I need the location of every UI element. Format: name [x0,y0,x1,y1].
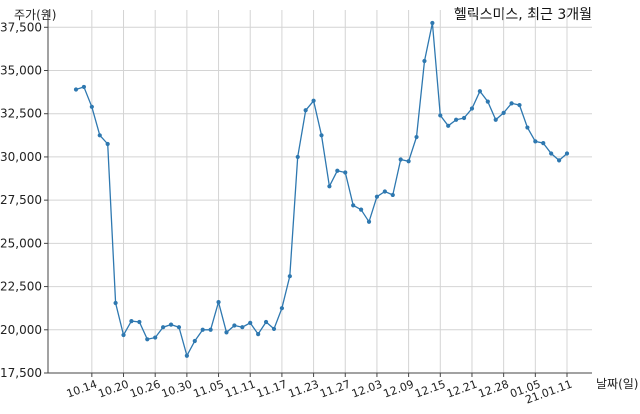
x-tick-label: 12.28 [477,378,511,401]
data-point [256,332,261,337]
x-tick-label: 11.05 [192,378,226,401]
data-point [271,326,277,332]
x-tick-label: 10.26 [128,378,162,401]
data-point [366,219,372,224]
data-point [461,115,467,121]
data-point [438,113,443,118]
y-tick-label: 17,500 [0,366,42,380]
data-point [533,139,538,144]
y-tick-label: 27,500 [0,193,42,207]
data-point [374,194,380,199]
data-point [279,306,285,311]
data-point [161,325,166,330]
x-tick-label: 11.23 [287,378,321,401]
data-point [232,323,237,328]
data-point [81,84,87,90]
data-point [501,110,506,115]
x-tick-label: 11.17 [255,378,289,401]
data-point [113,300,118,306]
data-point [541,141,546,146]
series-line [75,22,568,358]
data-point [137,319,142,325]
y-tick-label: 30,000 [0,150,42,164]
x-tick-label: 12.03 [350,378,384,401]
y-tick-label: 20,000 [0,323,42,337]
y-tick-label: 35,000 [0,64,42,78]
x-tick-label: 12.09 [382,378,416,401]
data-point [287,274,292,279]
data-point [422,58,427,64]
y-tick-label: 22,500 [0,280,42,294]
data-point [351,203,356,208]
data-point [97,133,102,138]
data-point [145,337,150,342]
data-point [517,102,522,108]
data-point [469,106,475,111]
data-point [303,108,308,113]
data-point [556,158,562,163]
x-tick-label: 11.11 [223,378,257,401]
x-axis-label: 날짜(일) [596,377,638,391]
data-point [549,151,554,156]
data-point [335,168,340,173]
data-point [414,134,419,140]
x-tick-label: 12.15 [413,378,447,401]
data-point [153,335,158,340]
data-point [248,320,253,325]
y-axis-label: 주가(원) [14,8,56,22]
grid-lines [48,10,592,374]
data-point [430,20,435,26]
data-point [525,125,530,130]
data-point [240,325,245,330]
data-point [121,332,126,338]
x-tick-label: 12.21 [445,378,479,401]
data-point [382,189,387,194]
x-tick-labels: 10.1410.2010.2610.3011.0511.1111.1711.23… [65,378,574,407]
y-tick-label: 32,500 [0,107,42,121]
data-point [446,123,451,128]
data-point [105,141,110,147]
x-tick-label: 10.30 [160,378,194,401]
data-point [208,327,213,332]
data-point [176,325,182,330]
data-point [263,319,269,325]
data-point [129,319,134,324]
data-point [406,159,411,164]
data-point [390,192,395,198]
data-point [493,117,498,122]
data-point [224,330,229,335]
axes [44,10,592,377]
data-point [343,170,348,175]
data-point [168,322,174,327]
data-point [200,327,205,332]
chart-title: 헬릭스미스, 최근 3개월 [454,7,592,23]
x-tick-label: 11.27 [318,378,352,401]
x-tick-label: 10.14 [65,378,99,401]
data-point [454,117,459,122]
y-tick-label: 25,000 [0,236,42,250]
data-point [216,300,221,305]
data-point [564,151,570,156]
data-point [311,98,316,103]
data-point [73,87,79,92]
data-point [295,154,300,160]
data-point [192,338,197,344]
data-point [327,184,332,189]
x-tick-label: 10.20 [96,378,130,401]
data-point [398,157,403,162]
price-series [73,20,570,358]
data-point [319,133,324,138]
y-tick-labels: 17,500 20,000 22,500 25,000 27,500 30,000 32,5… [0,20,42,380]
data-point [358,207,364,212]
data-point [89,104,94,109]
data-point [509,101,514,106]
data-point [184,353,189,358]
y-tick-label: 37,500 [0,20,42,34]
data-point [477,89,482,94]
data-point [485,99,490,104]
